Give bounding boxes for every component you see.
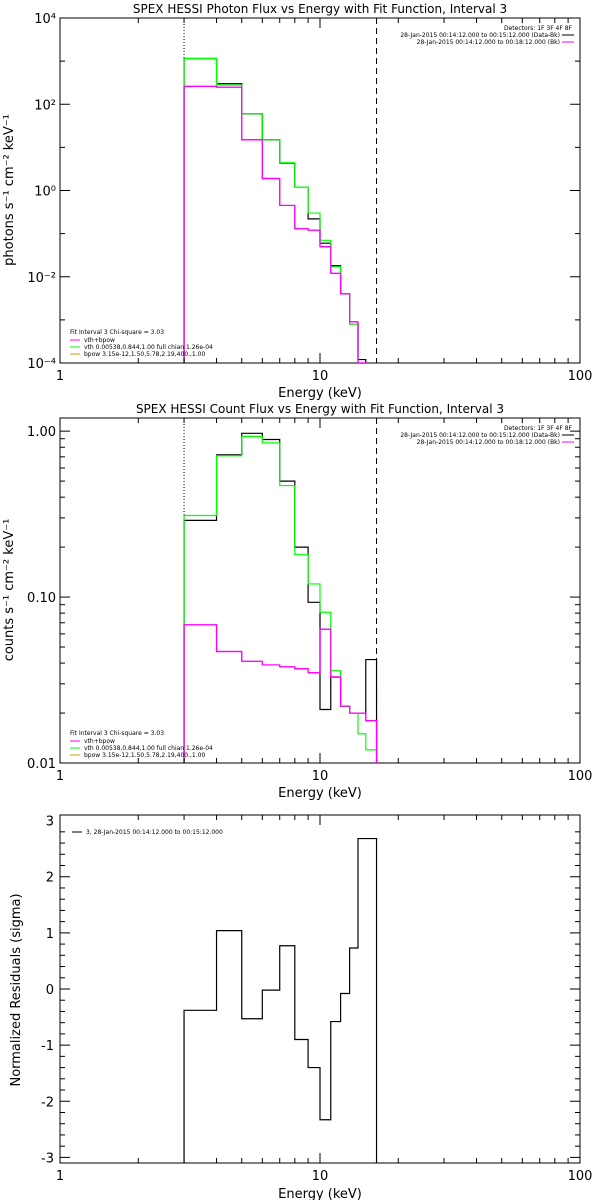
legend-bk-entry: 28-Jan-2015 00:14:12.000 to 00:18:12.000… (417, 39, 560, 46)
y-tick-label: 0.01 (27, 757, 56, 772)
x-tick-label: 1 (56, 369, 64, 384)
y-tick-label: 10⁻² (27, 271, 56, 286)
count-flux-panel: SPEX HESSI Count Flux vs Energy with Fit… (2, 402, 592, 801)
y-tick-label: 2 (46, 871, 54, 886)
legend-detectors: Detectors: 1F 3F 4F 8F (504, 25, 573, 32)
y-tick-label: 10⁻⁴ (27, 357, 56, 372)
legend-bpow: bpow 3.15e-12,1.50,5.78,2.19,400.,1.00 (84, 351, 205, 358)
series-2-step-line (183, 85, 367, 363)
legend-detectors: Detectors: 1F 3F 4F 8F (504, 425, 573, 432)
y-tick-label: -3 (41, 1151, 54, 1166)
legend-total: vth+bpow (84, 337, 115, 344)
plot-frame (59, 17, 581, 364)
legend-bpow: bpow 3.15e-12,1.50,5.78,2.19,400.,1.00 (84, 752, 205, 759)
y-axis-label: Normalized Residuals (sigma) (9, 893, 24, 1086)
x-axis-label: Energy (keV) (278, 386, 362, 401)
legend-right: Detectors: 1F 3F 4F 8F 28-Jan-2015 00:14… (400, 425, 574, 446)
legend-fit-interval: Fit Interval 3 Chi-square = 3.03 (70, 730, 164, 737)
legend-bk-entry: 28-Jan-2015 00:14:12.000 to 00:18:12.000… (417, 439, 560, 446)
y-tick-label: -1 (41, 1039, 54, 1054)
x-tick-label: 100 (568, 1169, 593, 1184)
y-axis-label: photons s⁻¹ cm⁻² keV⁻¹ (2, 114, 17, 266)
legend-total: vth+bpow (84, 738, 115, 745)
x-tick-label: 100 (568, 769, 593, 784)
series-3-step-line (183, 57, 359, 363)
y-axis-label: counts s⁻¹ cm⁻² keV⁻¹ (2, 519, 17, 662)
panel-title: SPEX HESSI Count Flux vs Energy with Fit… (136, 402, 504, 416)
legend-data-entry: 28-Jan-2015 00:14:12.000 to 00:15:12.000… (400, 432, 560, 439)
legend-data-entry: 28-Jan-2015 00:14:12.000 to 00:15:12.000… (400, 32, 560, 39)
legend-vth: vth 0.00538,0.844,1.00 full chian 1.26e-… (84, 344, 213, 351)
legend-left: Fit Interval 3 Chi-square = 3.03 vth+bpo… (70, 730, 213, 759)
legend-vth: vth 0.00538,0.844,1.00 full chian 1.26e-… (84, 745, 213, 752)
x-tick-label: 10 (312, 769, 329, 784)
series-1-step-line (183, 57, 367, 363)
series-4-step-line (183, 85, 367, 363)
y-tick-label: 1 (46, 927, 54, 942)
x-tick-label: 10 (312, 1169, 329, 1184)
series-2-step-line (183, 624, 378, 763)
y-tick-label: 1.00 (27, 425, 56, 440)
residuals-panel: 1 10 100 -3 -2 -1 0 1 2 3 Energy (keV) Normalized… (9, 814, 593, 1200)
legend-left: Fit Interval 3 Chi-square = 3.03 vth+bpo… (70, 329, 213, 358)
y-tick-label: 10⁴ (34, 12, 56, 27)
legend-right: Detectors: 1F 3F 4F 8F 28-Jan-2015 00:14… (400, 25, 574, 46)
y-tick-label: 10² (34, 98, 56, 113)
y-tick-label: -2 (41, 1095, 54, 1110)
y-tick-label: 0 (46, 983, 54, 998)
series-3-step-line (183, 435, 378, 763)
x-tick-label: 1 (56, 1169, 64, 1184)
photon-flux-panel: SPEX HESSI Photon Flux vs Energy with Fi… (2, 2, 593, 401)
legend: 3, 28-Jan-2015 00:14:12.000 to 00:15:12.… (72, 829, 223, 836)
y-tick-label: 3 (46, 815, 54, 830)
x-tick-label: 100 (568, 369, 593, 384)
x-tick-label: 1 (56, 769, 64, 784)
legend-residual: 3, 28-Jan-2015 00:14:12.000 to 00:15:12.… (86, 829, 223, 836)
legend-fit-interval: Fit Interval 3 Chi-square = 3.03 (70, 329, 164, 336)
panel-title: SPEX HESSI Photon Flux vs Energy with Fi… (133, 2, 507, 16)
series-4-step-line (183, 624, 378, 763)
x-axis-label: Energy (keV) (278, 1187, 362, 1200)
y-tick-label: 0.10 (27, 591, 56, 606)
series-1-step-line (183, 837, 378, 1163)
x-axis-label: Energy (keV) (278, 786, 362, 801)
x-tick-label: 10 (312, 369, 329, 384)
y-tick-label: 10⁰ (34, 185, 56, 200)
